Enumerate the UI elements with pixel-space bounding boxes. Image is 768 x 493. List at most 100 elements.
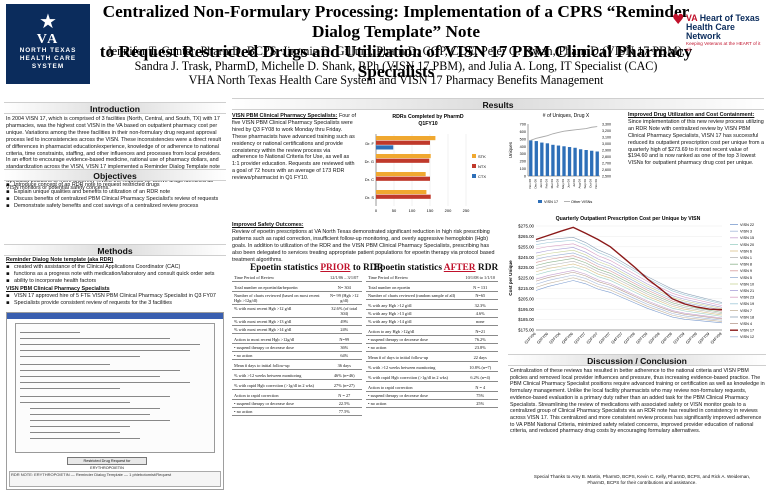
bar: [376, 136, 436, 141]
list-item: VISN 17 approved hire of 5 FTE VISN PBM …: [6, 293, 226, 300]
table-row: • no action 23.8%: [366, 343, 498, 352]
table-after-title-pre: Epoetin statistics: [374, 263, 444, 273]
table-row: • suspend therapy or decrease dose 75%: [366, 391, 498, 400]
table-cell-value: 76.2%: [462, 335, 498, 344]
bar: [376, 154, 431, 159]
logo-heart-text: Heart of Texas: [697, 13, 760, 23]
pbm-specialists-heading: VISN PBM Clinical Pharmacy Specialists:: [232, 113, 338, 119]
table-cell-value: 6.2% (n=4): [462, 374, 498, 382]
x-tick-label: Q3FY08: [648, 332, 661, 345]
bar: [376, 172, 426, 177]
series-line: [535, 252, 723, 311]
screenshot-caption: Restricted Drug Request for ERYTHROPOIET…: [83, 459, 131, 470]
list-item: Specialists provide consistent review of…: [6, 300, 226, 307]
table-cell-value: 23.8%: [462, 343, 498, 352]
x-tick-label: 100: [409, 208, 416, 213]
logo-va: VA: [686, 13, 698, 23]
y-tick-label: $235.00: [518, 265, 534, 270]
list-item: ability to incorporate health factors: [6, 278, 226, 285]
y-tick-label: 400: [520, 145, 526, 149]
epoetin-prior-table: Time Period of Review 12/1/06 – 3/1/07 Tot…: [232, 274, 362, 416]
table-cell-value: none: [462, 317, 498, 326]
y-tick-label: $225.00: [518, 276, 534, 281]
safety-text: Improved Safety Outcomes: Review of epoe…: [232, 222, 498, 263]
series-line: [535, 247, 723, 308]
y-tick-label: $215.00: [518, 286, 534, 291]
table-prior-title-key: PRIOR: [320, 263, 351, 273]
table-cell-label: • no action: [366, 399, 463, 408]
epoetin-after-table: Time Period of Review 10/1/08 to 1/1/10 To…: [366, 274, 498, 408]
table-cell-label: • suspend therapy or decrease dose: [232, 343, 327, 352]
bar: [595, 151, 599, 176]
y-tick-label: $265.00: [518, 234, 534, 239]
bar: [376, 176, 430, 181]
table-cell-value: N=99: [326, 336, 362, 344]
series-line: [535, 239, 723, 305]
discussion-text: Centralization of these reviews has resu…: [510, 368, 765, 435]
table-cell-value: 10/1/08 to 1/1/10: [462, 274, 498, 282]
objectives-list: Introduce concept of an RDR note to requ…: [6, 182, 226, 210]
table-prior-title-pre: Epoetin statistics: [250, 263, 321, 273]
table-cell-value: N=21: [462, 328, 498, 336]
logo-va-text: VA: [36, 32, 60, 47]
x-tick-label: Q4FY09: [710, 332, 723, 345]
table-cell-value: 32.6% (of total 304): [326, 304, 362, 318]
va-north-texas-logo: ★ VA NORTH TEXAS HEALTH CARE SYSTEM: [6, 4, 90, 84]
x-tick-label: Q1FY07: [573, 332, 586, 345]
table-row: % with rapid Hgb correction (>1g/dl in 2…: [232, 382, 362, 390]
table-cell-value: 25%: [462, 399, 498, 408]
heart-icon: ♥: [672, 12, 685, 28]
x-tick-label: Q1FY06: [524, 332, 537, 345]
x-tick-label: Q2FY08: [635, 332, 648, 345]
table-row: Number of charts reviewed (random sample…: [366, 291, 498, 300]
table-row: % with any Hgb >12 g/dl 32.3%: [366, 302, 498, 310]
y-tick-label: $175.00: [518, 328, 534, 333]
bar: [540, 142, 544, 176]
methods-subheading-rdr: Reminder Dialog Note template (aka RDR): [6, 257, 114, 263]
table-after-title: Epoetin statistics AFTER RDR: [374, 263, 498, 273]
y-tick-label: 100: [520, 167, 526, 171]
table-row: Time Period of Review 12/1/06 – 3/1/07: [232, 274, 362, 282]
series-line: [535, 260, 723, 315]
table-cell-label: Number of charts reviewed (based on most…: [232, 291, 327, 305]
table-row: Mean # days to initial follow-up 36 days: [232, 362, 362, 370]
x-tick-label: Mar 09: [550, 179, 554, 189]
methods-pbm-list: VISN 17 approved hire of 5 FTE VISN PBM …: [6, 293, 226, 307]
bar: [556, 145, 561, 176]
x-tick-label: Sep 09: [583, 179, 587, 189]
legend-label: VISN 10: [740, 282, 754, 286]
table-row: • no action 64%: [232, 351, 362, 360]
legend-label: VISN 17: [740, 329, 754, 333]
legend-label: VISN 19: [740, 302, 754, 306]
x-tick-label: Jan 09: [539, 179, 543, 188]
bar: [529, 140, 533, 176]
legend-label: VISN 9: [740, 269, 752, 273]
table-cell-value: N = 4: [462, 384, 498, 392]
screenshot-caption-bar: Restricted Drug Request for ERYTHROPOIET…: [67, 457, 147, 470]
table-cell-value: 22 days: [462, 354, 498, 362]
table-row: • suspend therapy or decrease dose 22.5%: [232, 399, 362, 408]
y-tick-label: 500: [520, 137, 526, 141]
table-row: • no action 77.5%: [232, 407, 362, 416]
table-row: • no action 25%: [366, 399, 498, 408]
x-tick-label: Dec 08: [533, 179, 537, 189]
table-cell-label: Time Period of Review: [232, 274, 327, 282]
series-line: [530, 126, 598, 141]
bar: [578, 149, 583, 176]
logo-network-text: Health Care Network: [686, 22, 735, 41]
bar: [534, 141, 538, 176]
results-heading: Results: [232, 98, 764, 110]
series-line: [535, 249, 723, 309]
y-tick-label: Dr. F: [365, 141, 374, 146]
y-tick-label: $245.00: [518, 255, 534, 260]
y-tick-label: Dr. S: [365, 195, 374, 200]
legend-label: VISN 7: [740, 309, 752, 313]
table-cell-label: Total number on epoetin: [366, 284, 463, 292]
y-tick-label: Dr. G: [365, 159, 374, 164]
table-cell-value: 12/1/06 – 3/1/07: [326, 274, 362, 282]
y-tick-label: $205.00: [518, 296, 534, 301]
y-tick-label: $185.00: [518, 317, 534, 322]
y2-tick-label: 2,800: [602, 155, 611, 159]
bar: [584, 150, 588, 176]
table-row: • suspend therapy or decrease dose 76.2%: [366, 335, 498, 344]
